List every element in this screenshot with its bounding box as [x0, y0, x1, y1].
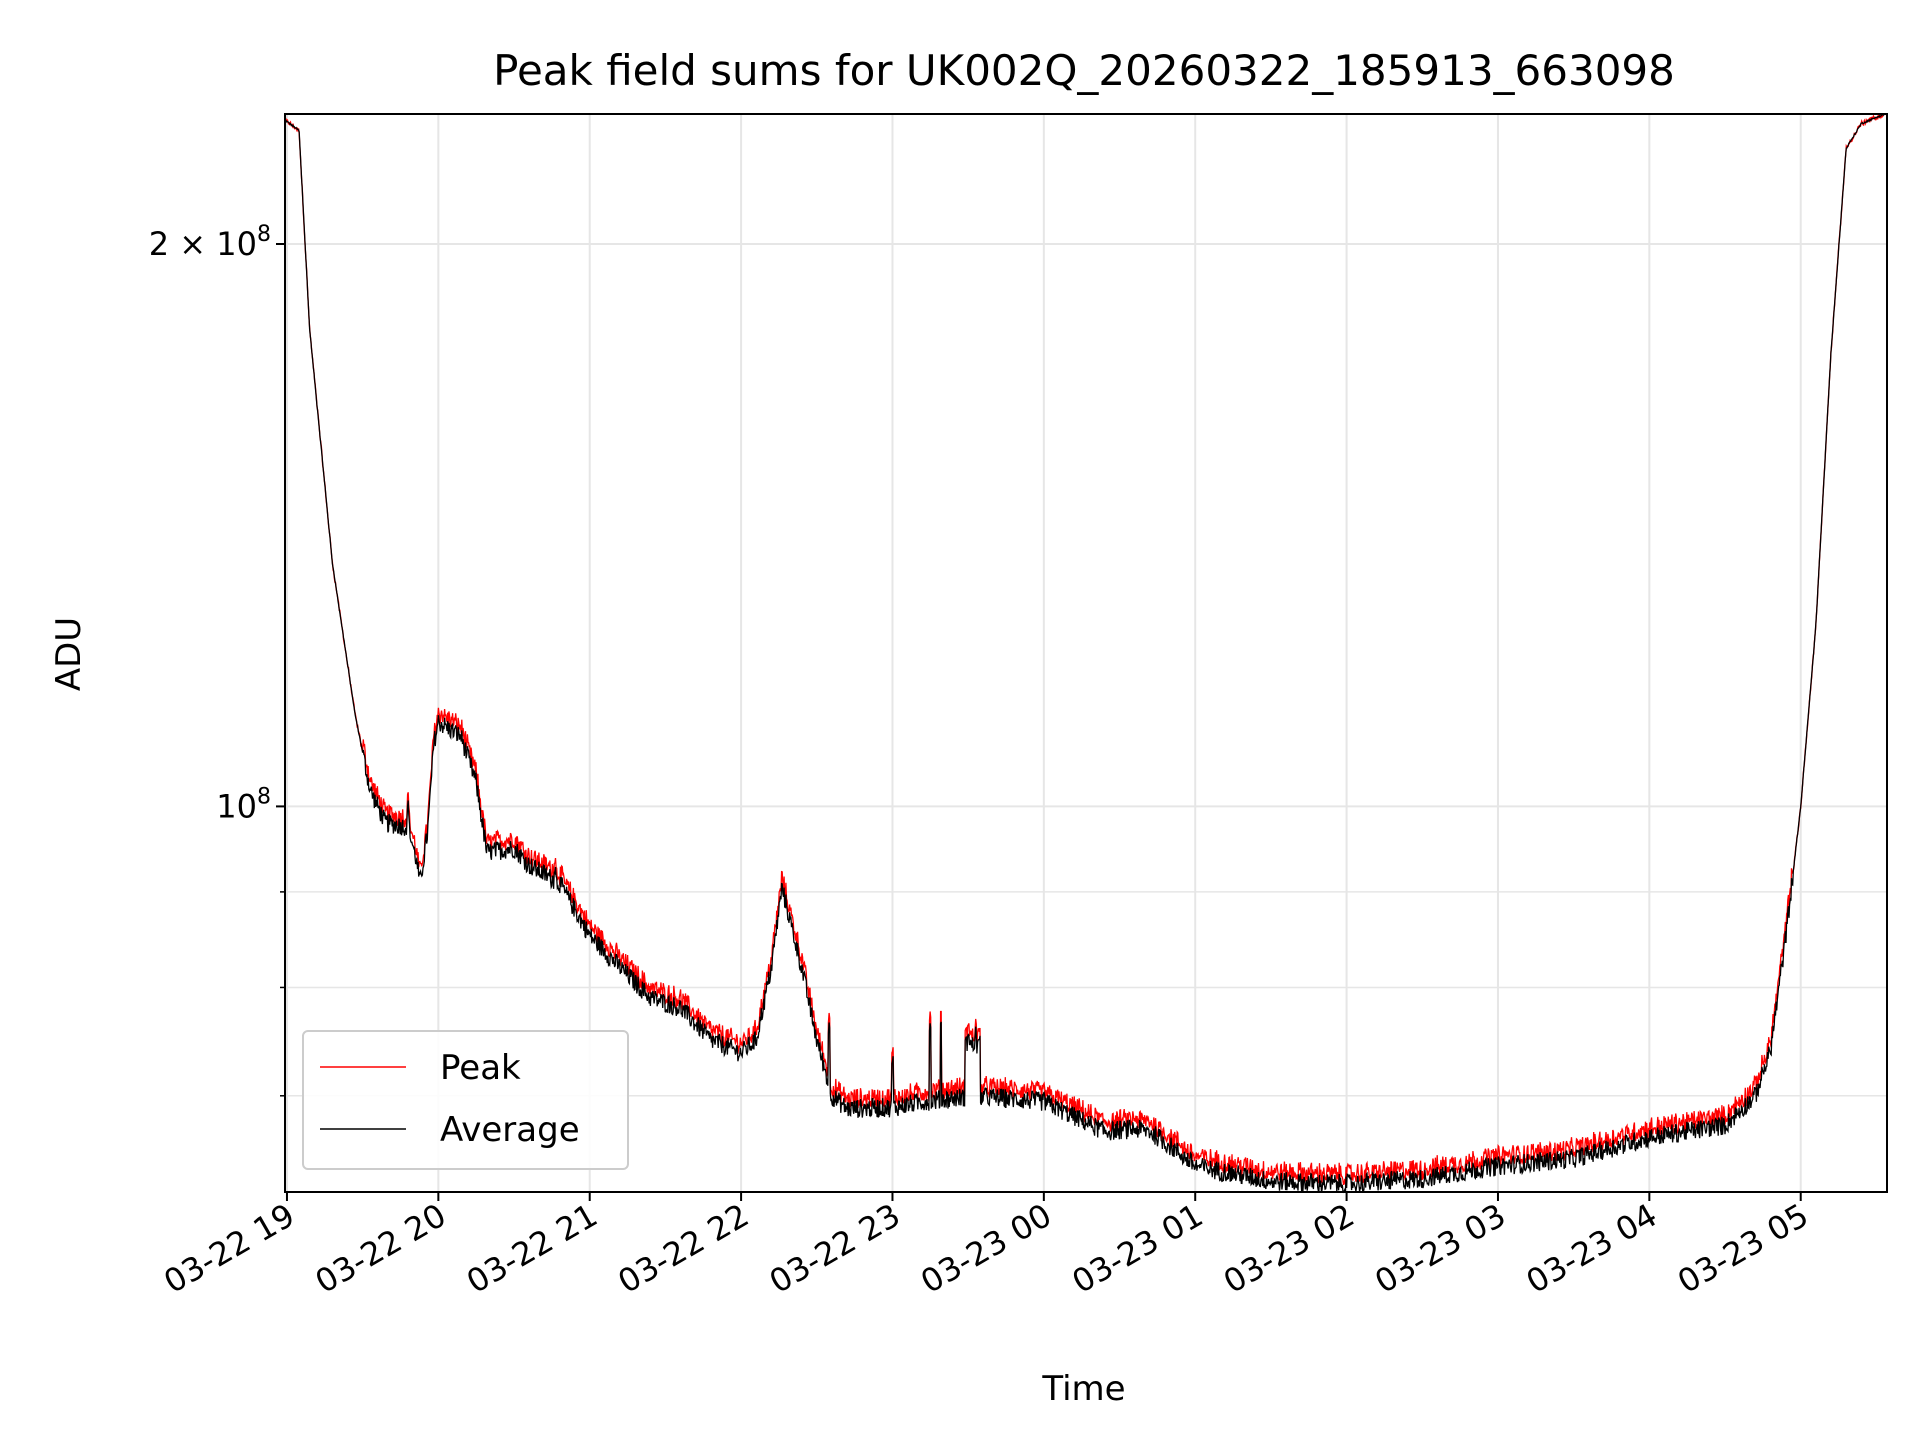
y-tick-label: 2 × 108 [149, 222, 271, 263]
grid [285, 114, 1887, 1192]
x-axis-label: Time [1041, 1369, 1125, 1409]
legend-average-label: Average [440, 1110, 580, 1150]
average-series-line [284, 113, 1887, 1194]
legend: Peak Average [302, 1030, 629, 1170]
y-tick-base: 10 [216, 787, 257, 825]
plot-frame [284, 113, 1888, 1193]
chart-title: Peak field sums for UK002Q_20260322_1859… [493, 46, 1675, 95]
y-tick-base: 2 × 10 [149, 225, 257, 263]
y-tick-exponent: 8 [257, 784, 271, 809]
legend-box [302, 1030, 629, 1170]
peak-series-line [284, 113, 1888, 1186]
y-axis-label: ADU [49, 617, 89, 691]
legend-peak-label: Peak [440, 1048, 521, 1088]
y-tick-exponent: 8 [257, 222, 271, 247]
series-group [284, 113, 1888, 1194]
y-tick-label: 108 [216, 784, 271, 825]
